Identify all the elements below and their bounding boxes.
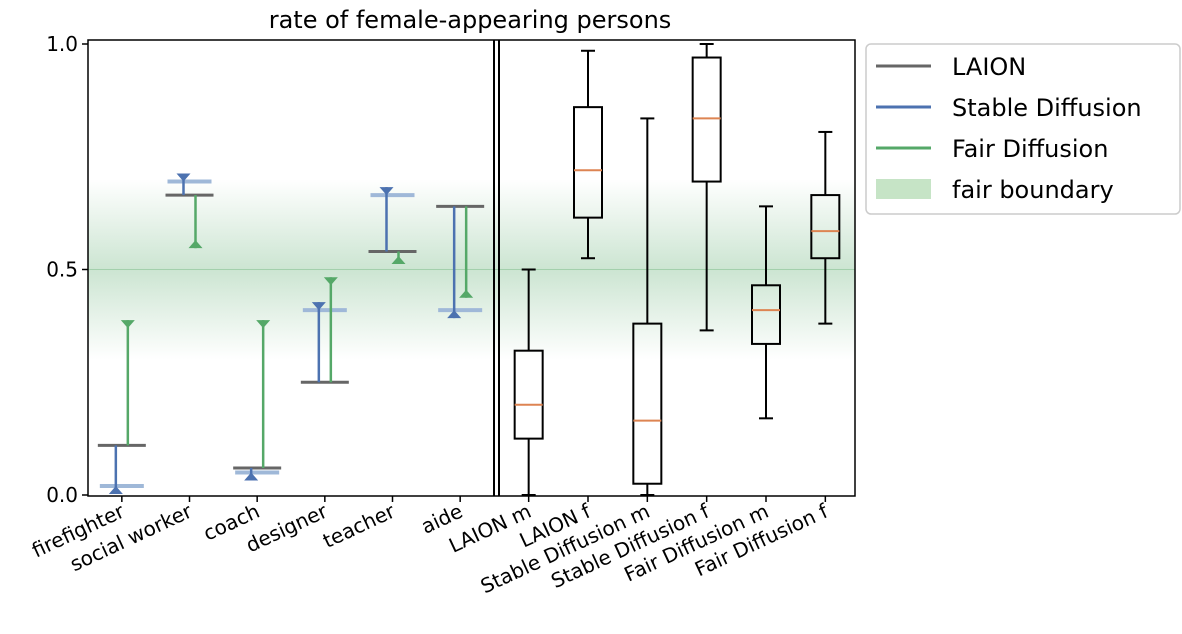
legend-label: Fair Diffusion [952,135,1108,163]
fd-arrow [188,195,203,249]
fd-arrow-head [120,320,135,329]
box [632,322,663,485]
sd-arrow-head [176,173,191,182]
sd-arrow-head [447,310,462,319]
sd-arrow [311,302,326,383]
legend-label: fair boundary [952,176,1114,204]
fd-arrow [256,320,271,468]
fd-arrow [323,277,338,383]
fd-arrow-head [391,255,406,264]
axes-frame [87,39,856,497]
boxplot [691,43,722,332]
boxplot [810,130,841,325]
y-tick-label: 0.0 [46,483,78,507]
legend: LAION Stable Diffusion Fair Diffusion fair … [865,43,1181,215]
y-tick-label: 0.5 [46,258,78,282]
sd-arrow-head [379,187,394,196]
box [573,106,603,219]
legend-label: LAION [952,53,1026,81]
chart-title: rate of female-appearing persons [269,6,672,34]
fd-arrow [391,251,406,264]
sd-arrow-head [108,485,123,494]
fd-arrow-head [323,277,338,286]
fair-boundary-band [88,179,855,360]
sd-arrow [244,467,259,481]
box [691,56,722,183]
fd-arrow-head [188,240,203,249]
legend-label: Stable Diffusion [952,94,1142,122]
boxplot [751,205,781,420]
legend-swatch-patch [876,179,931,199]
sd-arrow-head [244,472,259,481]
box [810,194,841,260]
sd-arrow-head [311,302,326,311]
boxplot [573,49,603,260]
y-tick-label: 1.0 [46,32,78,56]
sd-arrow [379,187,394,252]
x-tick-label: teacher [319,498,399,552]
fd-arrow [459,206,474,298]
sd-arrow [176,173,191,196]
legend-box [865,43,1181,215]
boxplot [513,268,544,496]
boxplot [632,117,663,496]
box [751,284,781,345]
sd-arrow [447,206,462,319]
fd-arrow-head [459,289,474,298]
fd-arrow-head [256,320,271,329]
box [513,349,544,440]
sd-arrow [108,445,123,494]
fd-arrow [120,320,135,446]
